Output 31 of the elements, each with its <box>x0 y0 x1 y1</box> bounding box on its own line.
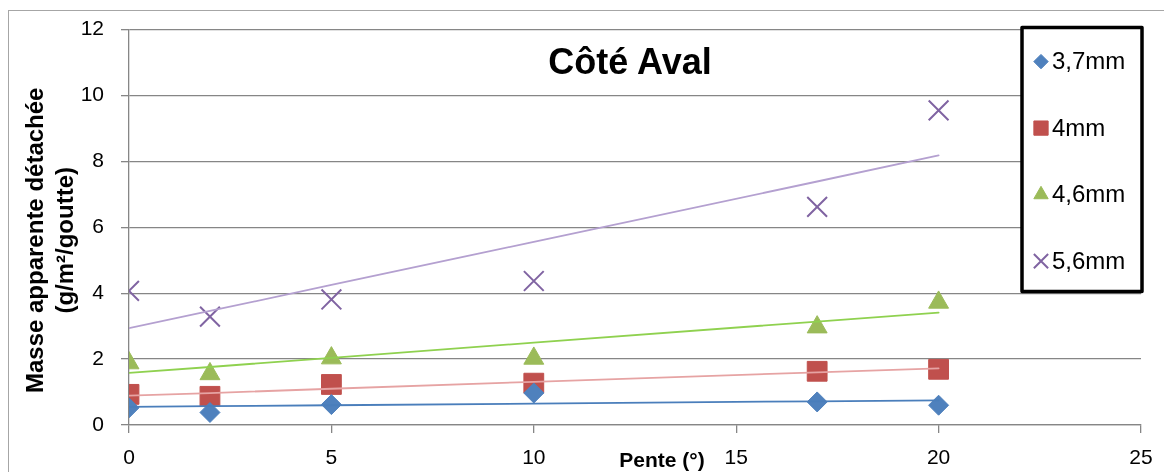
y-tick-label: 12 <box>80 16 104 40</box>
point <box>928 358 949 380</box>
point <box>320 288 343 311</box>
x-tick-label: 0 <box>123 445 135 469</box>
x-tick-label: 25 <box>1129 445 1153 469</box>
point <box>806 195 829 218</box>
point <box>927 99 950 122</box>
legend-label: 4,6mm <box>1052 180 1126 208</box>
legend-label: 5,6mm <box>1052 246 1126 274</box>
y-axis-title: Masse apparente détachée (g/m²/goutte) <box>20 87 78 394</box>
point <box>806 360 828 382</box>
y-tick-label: 6 <box>92 214 104 238</box>
x-tick-label: 15 <box>724 445 748 469</box>
point <box>321 374 342 395</box>
point <box>523 382 545 404</box>
legend-label: 3,7mm <box>1052 47 1126 75</box>
legend-label: 4mm <box>1052 113 1106 141</box>
x-tick-label: 20 <box>926 445 951 469</box>
x-tick-label: 5 <box>325 445 338 469</box>
point <box>928 394 950 416</box>
y-tick-label: 0 <box>92 411 104 435</box>
y-tick-label: 8 <box>92 148 104 172</box>
y-tick-label: 10 <box>80 82 104 106</box>
y-tick-label: 4 <box>92 280 105 303</box>
point <box>199 305 221 328</box>
point <box>199 401 221 423</box>
x-axis-title: Pente (°) <box>619 447 705 471</box>
x-tick-label: 10 <box>522 445 546 469</box>
point <box>522 270 545 292</box>
y-tick-label: 2 <box>92 345 104 369</box>
chart-title: Côté Aval <box>548 40 712 82</box>
